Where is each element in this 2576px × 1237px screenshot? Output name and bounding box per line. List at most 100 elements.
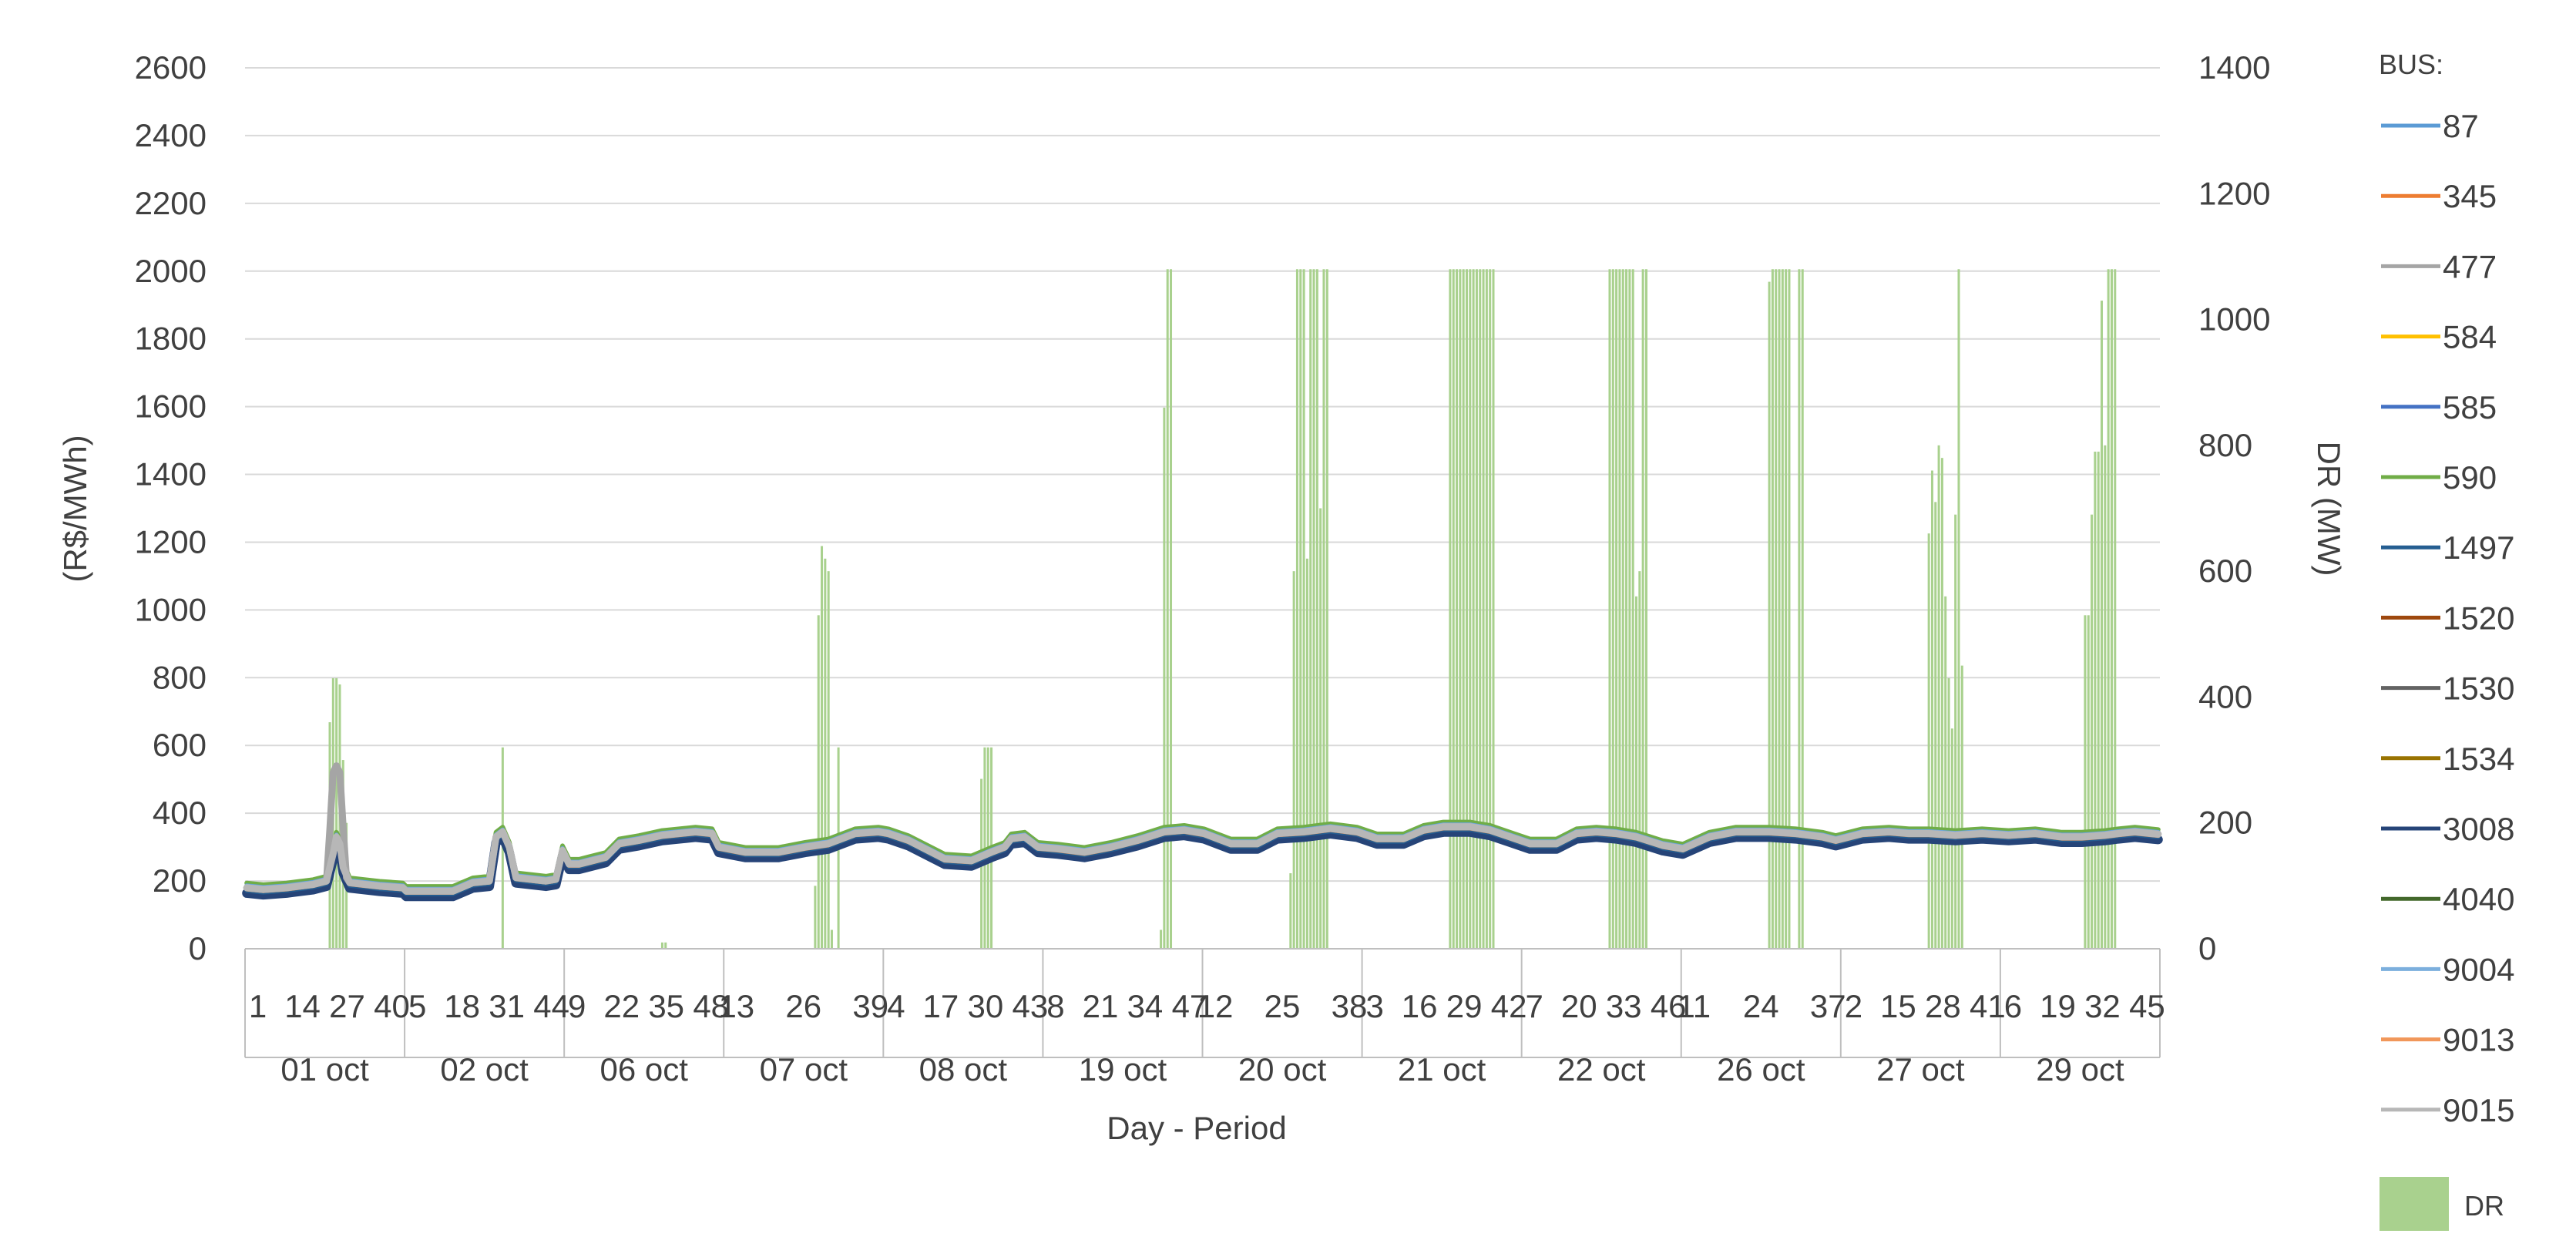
dr-bar bbox=[1611, 269, 1614, 949]
day-label: 07 oct bbox=[760, 1051, 848, 1087]
legend-label-477: 477 bbox=[2443, 248, 2497, 284]
dr-bar bbox=[1452, 269, 1455, 949]
dr-bar bbox=[2091, 514, 2094, 949]
series-line-9015 bbox=[243, 823, 2162, 895]
legend-label-1520: 1520 bbox=[2443, 600, 2514, 636]
period-tick-label: 6 bbox=[2004, 988, 2022, 1024]
y2-tick-label: 400 bbox=[2198, 678, 2252, 714]
period-tick-label: 30 bbox=[968, 988, 1004, 1024]
day-label: 06 oct bbox=[599, 1051, 688, 1087]
period-tick-label: 8 bbox=[1046, 988, 1064, 1024]
y-tick-label: 400 bbox=[153, 795, 207, 831]
legend-label-1497: 1497 bbox=[2443, 529, 2514, 566]
period-tick-label: 41 bbox=[1970, 988, 2006, 1024]
y2-tick-label: 800 bbox=[2198, 427, 2252, 463]
dr-bar bbox=[1778, 269, 1781, 949]
period-tick-label: 37 bbox=[1810, 988, 1846, 1024]
period-tick-label: 43 bbox=[1012, 988, 1048, 1024]
dr-bar bbox=[830, 929, 833, 949]
dr-bar bbox=[1621, 269, 1624, 949]
dr-bar bbox=[1312, 269, 1315, 949]
dr-bar bbox=[2094, 452, 2097, 949]
day-label: 21 oct bbox=[1398, 1051, 1486, 1087]
dr-bar bbox=[1930, 470, 1933, 949]
dr-bar bbox=[1305, 558, 1308, 949]
dr-bar bbox=[1947, 677, 1950, 949]
dr-bar bbox=[1325, 269, 1328, 949]
y-axis-title: (R$/MWh) bbox=[57, 435, 93, 582]
y-tick-label: 1800 bbox=[135, 321, 207, 357]
period-tick-label: 31 bbox=[489, 988, 525, 1024]
legend-label-585: 585 bbox=[2443, 389, 2497, 425]
period-tick-label: 29 bbox=[1446, 988, 1483, 1024]
dr-bar bbox=[1634, 596, 1638, 949]
dr-bar bbox=[827, 571, 830, 949]
legend-label-590: 590 bbox=[2443, 459, 2497, 496]
gridlines bbox=[245, 67, 2160, 882]
legend: BUS:87 345 477 584 585 590 1497 1520 1530 1534 300… bbox=[2379, 49, 2514, 1231]
dr-bar bbox=[1456, 269, 1459, 949]
series-line-3008 bbox=[242, 827, 2163, 902]
dr-bar bbox=[2084, 615, 2087, 949]
left-axis-ticks: 0 200 400 600 800 1000 1200 1400 1600 1800 2000 220… bbox=[135, 49, 207, 966]
dr-bar bbox=[824, 558, 827, 949]
day-label: 20 oct bbox=[1238, 1051, 1327, 1087]
dr-bar bbox=[1608, 269, 1611, 949]
day-label: 08 oct bbox=[919, 1051, 1008, 1087]
legend-label-87: 87 bbox=[2443, 108, 2479, 144]
period-tick-label: 48 bbox=[693, 988, 729, 1024]
dr-bar bbox=[1462, 269, 1465, 949]
dr-bar bbox=[1631, 269, 1634, 949]
period-tick-label: 34 bbox=[1127, 988, 1164, 1024]
y2-tick-label: 1400 bbox=[2198, 49, 2270, 86]
dr-bar bbox=[1960, 665, 1963, 949]
period-tick-label: 20 bbox=[1561, 988, 1597, 1024]
legend-label-1534: 1534 bbox=[2443, 741, 2514, 777]
dr-bar bbox=[2104, 445, 2107, 949]
period-tick-label: 33 bbox=[1606, 988, 1642, 1024]
y-tick-label: 0 bbox=[189, 930, 207, 966]
dr-bar bbox=[2114, 269, 2117, 949]
dr-bar bbox=[1927, 533, 1930, 949]
dr-bar bbox=[1479, 269, 1482, 949]
dr-bar bbox=[2110, 269, 2113, 949]
dr-bar bbox=[1475, 269, 1478, 949]
legend-label-dr: DR bbox=[2464, 1190, 2504, 1222]
dr-bar bbox=[1163, 407, 1166, 949]
legend-label-4040: 4040 bbox=[2443, 881, 2514, 917]
period-tick-label: 17 bbox=[923, 988, 959, 1024]
y-tick-label: 1200 bbox=[135, 523, 207, 560]
dr-bar bbox=[1319, 508, 1322, 949]
dr-bar bbox=[821, 546, 824, 949]
legend-label-9015: 9015 bbox=[2443, 1092, 2514, 1128]
dr-bar bbox=[1628, 269, 1631, 949]
dr-bar bbox=[1618, 269, 1621, 949]
y-tick-label: 200 bbox=[153, 862, 207, 899]
dr-bar bbox=[2087, 615, 2090, 949]
period-tick-label: 18 bbox=[444, 988, 480, 1024]
dr-bar bbox=[1771, 269, 1774, 949]
period-tick-label: 16 bbox=[1402, 988, 1438, 1024]
legend-label-1530: 1530 bbox=[2443, 671, 2514, 707]
dr-bar bbox=[1299, 269, 1302, 949]
period-tick-label: 32 bbox=[2084, 988, 2121, 1024]
dr-bar bbox=[817, 615, 820, 949]
day-label: 26 oct bbox=[1717, 1051, 1805, 1087]
period-tick-label: 40 bbox=[374, 988, 410, 1024]
y2-axis-title: DR (MW) bbox=[2311, 442, 2347, 576]
y-tick-label: 800 bbox=[153, 659, 207, 695]
period-tick-label: 19 bbox=[2040, 988, 2076, 1024]
y2-tick-label: 1000 bbox=[2198, 301, 2270, 338]
dr-bar bbox=[1309, 269, 1312, 949]
dr-bar bbox=[814, 886, 817, 949]
dr-bar bbox=[1292, 571, 1295, 949]
period-tick-label: 13 bbox=[718, 988, 754, 1024]
dr-bar bbox=[1615, 269, 1618, 949]
period-tick-label: 14 bbox=[284, 988, 321, 1024]
period-tick-label: 21 bbox=[1083, 988, 1119, 1024]
dr-bar bbox=[2097, 452, 2100, 949]
price-lines bbox=[242, 762, 2163, 902]
